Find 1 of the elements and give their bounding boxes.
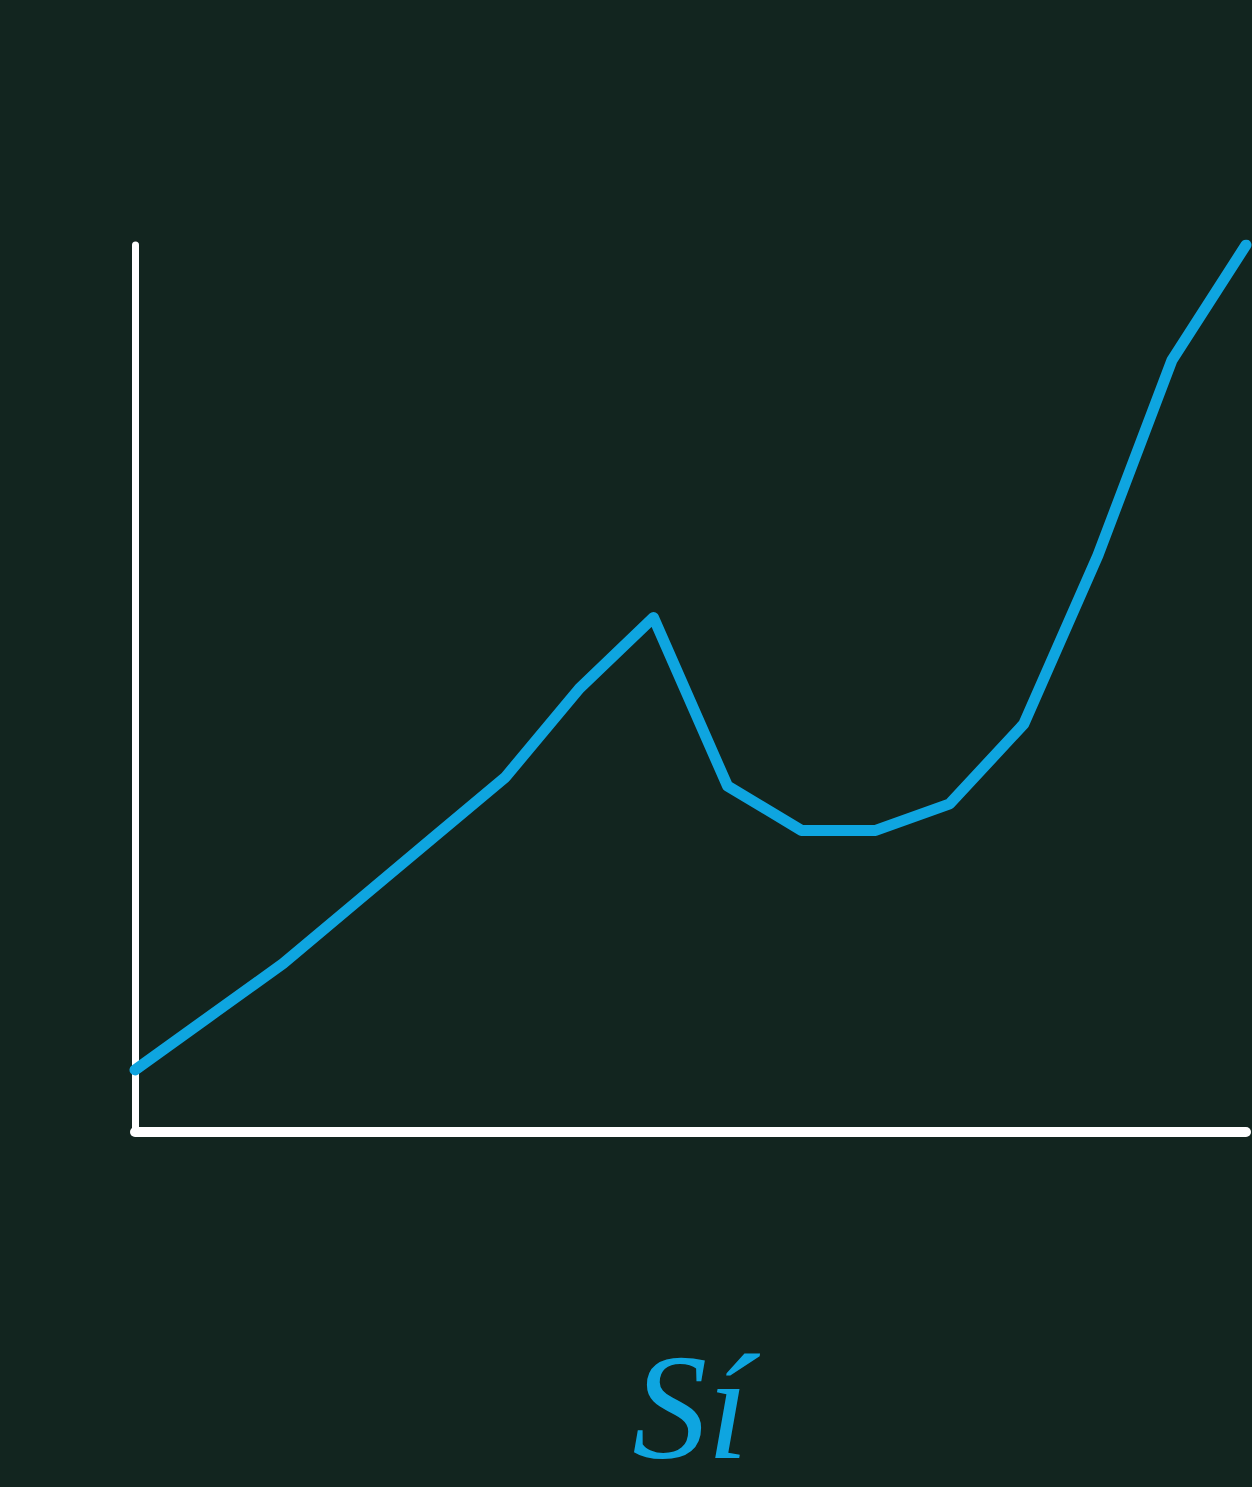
x-axis-title: Sí — [632, 1324, 761, 1487]
